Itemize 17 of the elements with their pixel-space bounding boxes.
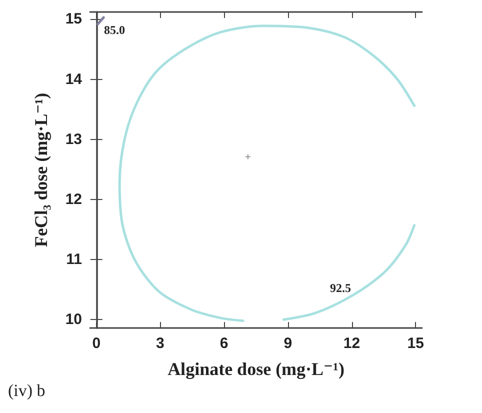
x-tick-label: 0 [92,335,101,352]
y-tick-label: 13 [65,130,82,148]
annotation: 92.5 [330,281,351,295]
y-tick-label: 12 [65,190,82,208]
y-tick-label: 10 [65,311,82,328]
x-tick-label: 12 [343,335,360,352]
x-axis-title: Alginate dose (mg·L⁻¹) [168,359,344,379]
x-tick-label: 6 [220,335,228,352]
annotation: 85.0 [104,23,125,37]
y-tick-label: 14 [65,70,83,88]
x-tick-label: 15 [407,335,424,352]
text: (iv) b [8,381,46,400]
x-tick-label: 9 [284,335,292,352]
x-tick-label: 3 [156,335,164,352]
y-tick-label: 15 [65,10,82,28]
y-axis-title: FeCl₃ dose (mg·L⁻¹) [31,92,51,248]
y-tick-label: 11 [66,251,82,268]
